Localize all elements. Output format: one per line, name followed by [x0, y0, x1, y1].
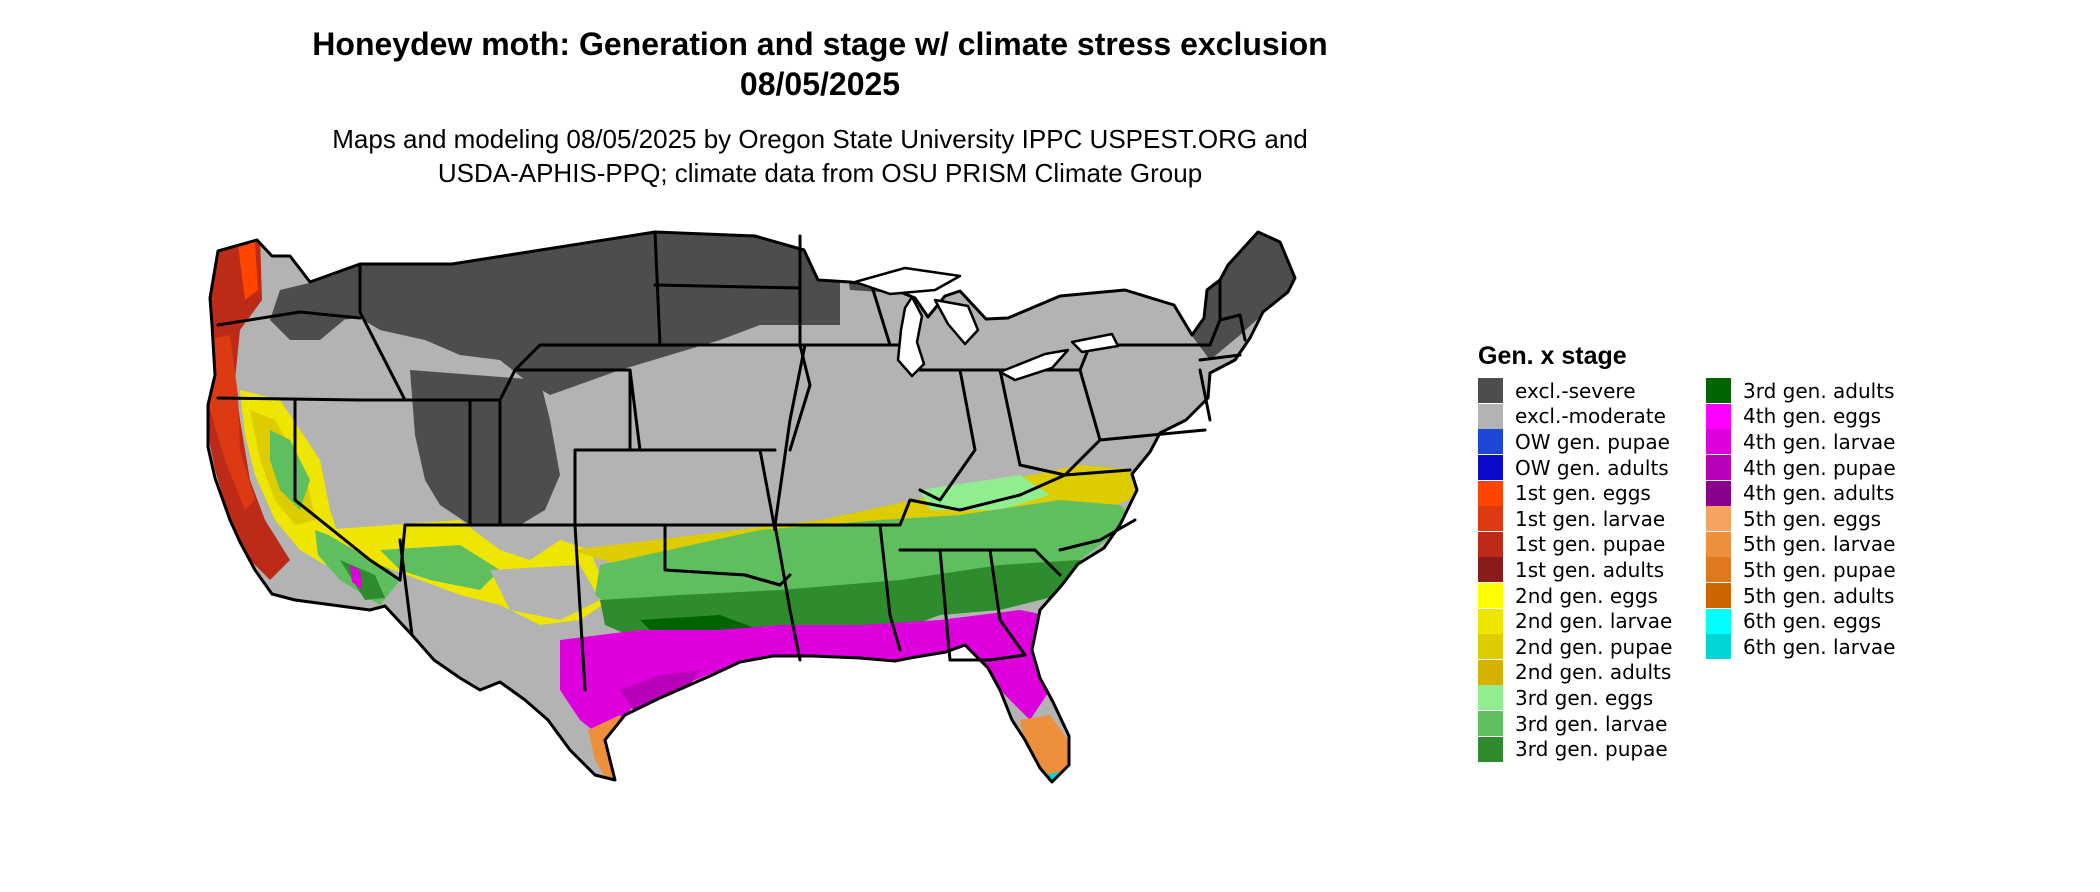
legend-item: 5th gen. larvae	[1706, 531, 1896, 558]
legend-label: 1st gen. eggs	[1515, 481, 1651, 506]
legend-item: 1st gen. eggs	[1478, 480, 1672, 506]
legend-swatch	[1478, 608, 1503, 634]
legend-label: 3rd gen. eggs	[1515, 685, 1654, 710]
legend-item: 2nd gen. adults	[1478, 659, 1672, 686]
legend-swatch	[1478, 480, 1503, 506]
map-subtitle: Maps and modeling 08/05/2025 by Oregon S…	[230, 122, 1410, 190]
legend-title: Gen. x stage	[1478, 342, 1627, 370]
legend-label: excl.-moderate	[1515, 404, 1666, 429]
legend-item: 3rd gen. pupae	[1478, 736, 1672, 762]
legend-label: 2nd gen. larvae	[1515, 609, 1673, 634]
legend-label: 4th gen. larvae	[1743, 429, 1896, 454]
legend-swatch	[1478, 403, 1503, 429]
legend-item: 2nd gen. pupae	[1478, 634, 1672, 660]
legend-swatch	[1478, 659, 1503, 685]
subtitle-line-1: Maps and modeling 08/05/2025 by Oregon S…	[332, 124, 1308, 154]
legend-label: OW gen. pupae	[1515, 429, 1670, 454]
legend-swatch	[1478, 711, 1503, 737]
legend-label: 3rd gen. adults	[1743, 378, 1895, 403]
legend-label: 3rd gen. pupae	[1515, 737, 1668, 762]
legend-label: 4th gen. eggs	[1743, 404, 1882, 429]
legend-label: 1st gen. larvae	[1515, 506, 1666, 531]
legend-label: 5th gen. pupae	[1743, 557, 1896, 582]
legend-swatch	[1706, 378, 1731, 404]
legend-swatch	[1478, 736, 1503, 762]
title-line-2: 08/05/2025	[739, 66, 901, 102]
map-title: Honeydew moth: Generation and stage w/ c…	[230, 24, 1410, 104]
legend-item: 6th gen. eggs	[1706, 608, 1896, 634]
legend-item: 4th gen. pupae	[1706, 455, 1896, 481]
legend-swatch	[1706, 583, 1731, 609]
legend-swatch	[1478, 429, 1503, 455]
legend-swatch	[1706, 403, 1731, 429]
legend-swatch	[1478, 685, 1503, 711]
legend-item: excl.-severe	[1478, 378, 1672, 404]
legend-label: 1st gen. adults	[1515, 557, 1665, 582]
legend-item: OW gen. pupae	[1478, 429, 1672, 455]
legend-swatch	[1478, 583, 1503, 609]
legend-label: 5th gen. larvae	[1743, 532, 1896, 557]
legend-swatch	[1706, 480, 1731, 506]
legend-item: 2nd gen. eggs	[1478, 583, 1672, 609]
legend-swatch	[1706, 608, 1731, 634]
legend-item: 1st gen. pupae	[1478, 531, 1672, 558]
legend-item: 5th gen. pupae	[1706, 557, 1896, 583]
legend-label: OW gen. adults	[1515, 455, 1669, 480]
legend-item: 1st gen. larvae	[1478, 506, 1672, 532]
legend-swatch	[1706, 506, 1731, 532]
subtitle-line-2: USDA-APHIS-PPQ; climate data from OSU PR…	[437, 158, 1203, 188]
legend-swatch	[1706, 634, 1731, 660]
legend-item: 1st gen. adults	[1478, 557, 1672, 583]
legend-item: 6th gen. larvae	[1706, 634, 1896, 660]
legend-label: 4th gen. pupae	[1743, 455, 1896, 480]
legend-item: 5th gen. eggs	[1706, 506, 1896, 532]
legend-swatch	[1706, 455, 1731, 481]
legend-label: excl.-severe	[1515, 378, 1636, 403]
legend-item: 3rd gen. larvae	[1478, 711, 1672, 737]
legend-swatch	[1478, 531, 1503, 557]
legend-swatch	[1478, 557, 1503, 583]
legend-label: 5th gen. adults	[1743, 583, 1895, 608]
legend-column-2: 3rd gen. adults 4th gen. eggs 4th gen. l…	[1706, 378, 1896, 660]
legend-item: excl.-moderate	[1478, 403, 1672, 430]
title-line-1: Honeydew moth: Generation and stage w/ c…	[312, 26, 1328, 62]
legend-swatch	[1706, 557, 1731, 583]
legend-label: 1st gen. pupae	[1515, 532, 1666, 557]
legend-item: OW gen. adults	[1478, 455, 1672, 481]
legend-item: 5th gen. adults	[1706, 583, 1896, 609]
legend-item: 3rd gen. adults	[1706, 378, 1896, 404]
legend-label: 2nd gen. adults	[1515, 660, 1672, 685]
legend-swatch	[1478, 378, 1503, 404]
legend-label: 5th gen. eggs	[1743, 506, 1882, 531]
legend-item: 4th gen. eggs	[1706, 403, 1896, 430]
legend-label: 6th gen. larvae	[1743, 634, 1896, 659]
legend-swatch	[1478, 455, 1503, 481]
legend-swatch	[1706, 429, 1731, 455]
legend-label: 3rd gen. larvae	[1515, 711, 1668, 736]
legend-column-1: excl.-severe excl.-moderate OW gen. pupa…	[1478, 378, 1672, 762]
legend-item: 4th gen. larvae	[1706, 429, 1896, 455]
legend-item: 4th gen. adults	[1706, 480, 1896, 506]
legend-swatch	[1706, 531, 1731, 557]
legend-label: 2nd gen. pupae	[1515, 634, 1673, 659]
legend-item: 2nd gen. larvae	[1478, 608, 1672, 634]
us-phenology-map	[206, 230, 1297, 784]
legend-swatch	[1478, 506, 1503, 532]
legend-item: 3rd gen. eggs	[1478, 685, 1672, 711]
legend-label: 4th gen. adults	[1743, 481, 1895, 506]
legend-label: 2nd gen. eggs	[1515, 583, 1658, 608]
legend-swatch	[1478, 634, 1503, 660]
legend-label: 6th gen. eggs	[1743, 609, 1882, 634]
